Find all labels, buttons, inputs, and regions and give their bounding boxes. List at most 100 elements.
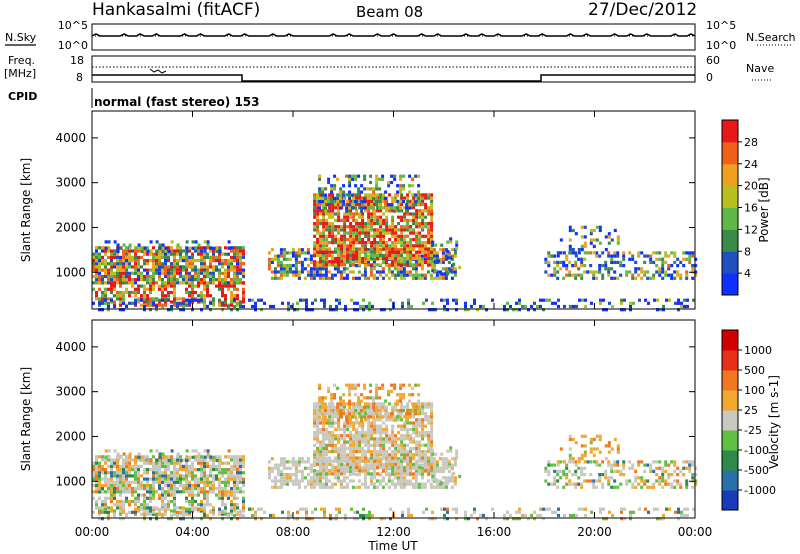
power-cell (155, 240, 159, 244)
power-cell (682, 251, 686, 255)
power-cell (363, 206, 367, 210)
velocity-cell (385, 459, 389, 463)
power-cell (367, 263, 371, 267)
velocity-cell (396, 415, 400, 419)
velocity-cell (400, 440, 404, 444)
velocity-cell (131, 474, 134, 478)
velocity-cell (361, 424, 365, 428)
power-cell (364, 244, 368, 248)
velocity-cell (382, 402, 386, 406)
velocity-cell (179, 490, 182, 494)
velocity-cell (399, 415, 403, 419)
velocity-cell (285, 479, 289, 483)
velocity-cell (372, 482, 376, 486)
power-cell (324, 206, 328, 210)
power-cell (337, 263, 341, 267)
power-cell (360, 184, 364, 188)
power-cell (430, 202, 434, 207)
velocity-cell (319, 402, 323, 406)
noise-panel (91, 23, 696, 51)
power-cell (158, 259, 161, 263)
velocity-cell (427, 446, 431, 451)
velocity-cell (400, 446, 404, 451)
velocity-cell (324, 402, 328, 406)
power-cell (95, 297, 98, 301)
power-cell (212, 281, 215, 285)
velocity-cell (170, 509, 173, 513)
power-cell (254, 308, 257, 312)
power-cell (140, 265, 143, 269)
velocity-cell (146, 461, 149, 465)
power-cell (339, 200, 343, 204)
power-cell (334, 234, 338, 238)
power-cell (348, 260, 352, 264)
velocity-cell (200, 474, 203, 478)
velocity-cell (137, 496, 140, 500)
power-cell (122, 274, 125, 279)
velocity-cell (361, 446, 365, 451)
power-cell (559, 267, 563, 271)
power-cell (405, 206, 409, 210)
power-cell (430, 260, 434, 264)
power-cell (348, 206, 352, 210)
power-cell (424, 206, 428, 210)
power-cell (236, 259, 239, 263)
power-cell (358, 260, 362, 264)
power-cell (432, 248, 436, 252)
velocity-cell (164, 455, 168, 459)
velocity-cell (146, 455, 149, 459)
velocity-cell (375, 383, 379, 387)
power-cell (161, 262, 164, 266)
power-cell (167, 308, 170, 312)
velocity-cell (101, 458, 104, 462)
power-cell (98, 308, 101, 312)
velocity-cell (270, 485, 274, 489)
velocity-cell (336, 479, 340, 483)
velocity-cell (294, 469, 298, 473)
velocity-cell (340, 437, 344, 441)
velocity-cell (453, 463, 457, 467)
power-cell (331, 209, 335, 213)
velocity-cell (206, 483, 209, 488)
velocity-cell (267, 476, 271, 480)
power-cell (101, 294, 104, 298)
velocity-cell (322, 469, 326, 473)
velocity-cell (394, 462, 398, 466)
power-cell (686, 304, 689, 309)
power-cell (110, 290, 113, 295)
power-cell (595, 225, 599, 229)
power-cell (670, 264, 674, 268)
power-cell (318, 267, 322, 271)
velocity-cell (185, 487, 188, 491)
velocity-cell (155, 449, 159, 453)
velocity-cell (107, 496, 110, 500)
power-cell (421, 199, 425, 203)
velocity-cell (664, 482, 668, 486)
power-cell (394, 260, 398, 264)
velocity-cell (107, 490, 110, 494)
power-cell (324, 267, 328, 271)
velocity-cell (352, 408, 356, 412)
power-cell (589, 241, 593, 245)
power-cell (236, 287, 239, 291)
power-cell (337, 218, 341, 222)
velocity-cell (427, 437, 431, 441)
power-cell (149, 252, 152, 256)
velocity-cell (348, 473, 352, 477)
velocity-cell (399, 383, 403, 387)
velocity-cell (366, 396, 370, 400)
velocity-cell (376, 472, 380, 476)
power-cell (424, 244, 428, 248)
power-cell (125, 249, 128, 253)
power-cell (158, 246, 162, 250)
velocity-cell (418, 459, 422, 463)
power-cell (382, 256, 386, 261)
power-cell (402, 276, 406, 280)
power-cell (388, 263, 392, 267)
power-cell (116, 290, 119, 295)
velocity-cell (373, 408, 377, 412)
velocity-cell (355, 434, 359, 438)
power-cell (146, 281, 149, 285)
power-cell (224, 262, 227, 266)
power-cell (361, 202, 365, 207)
